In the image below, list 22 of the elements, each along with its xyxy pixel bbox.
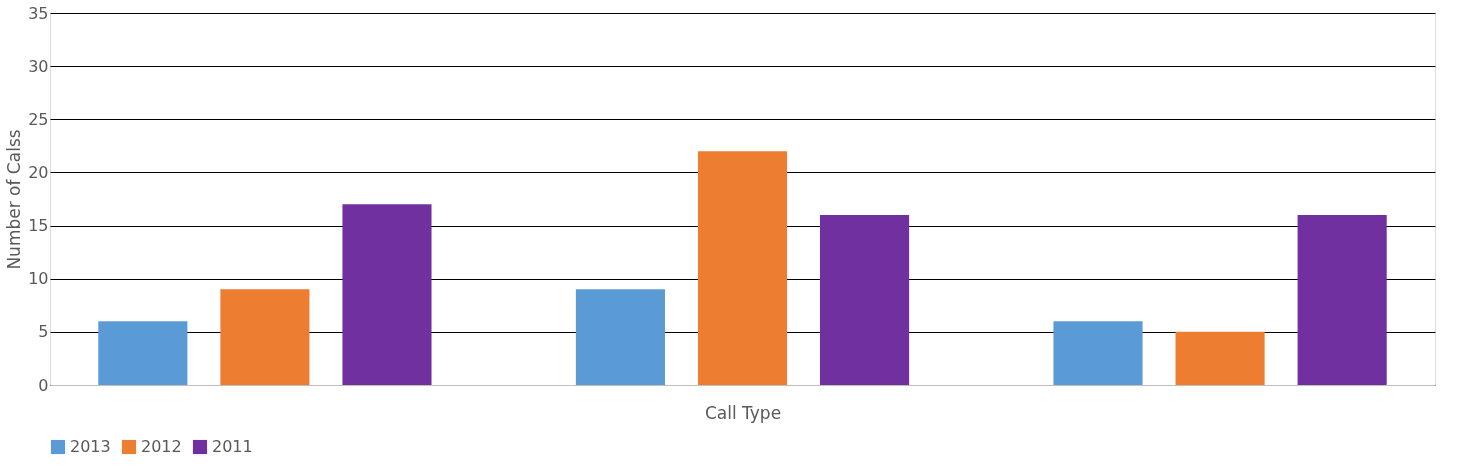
bar: [1053, 321, 1143, 385]
legend-label: 2013: [70, 437, 111, 456]
y-tick-label: 5: [38, 322, 49, 342]
bar: [342, 204, 432, 385]
bar: [1175, 331, 1265, 385]
bar: [575, 289, 665, 385]
y-tick-label: 30: [28, 56, 49, 76]
bar: [1297, 214, 1387, 385]
x-axis-title: Call Type: [704, 402, 782, 423]
legend-label: 2011: [212, 437, 253, 456]
y-tick-label: 15: [28, 216, 49, 236]
y-axis-title: Number of Calss: [4, 129, 25, 270]
bar: [98, 321, 188, 385]
y-tick-label: 25: [28, 109, 49, 129]
y-tick-label: 35: [28, 3, 49, 23]
y-tick-label: 0: [38, 375, 49, 395]
legend-label: 2012: [141, 437, 182, 456]
bar: [820, 214, 910, 385]
bar: [220, 289, 310, 385]
bar: [697, 151, 788, 385]
y-tick-label: 10: [28, 269, 49, 289]
y-tick-label: 20: [28, 162, 49, 182]
